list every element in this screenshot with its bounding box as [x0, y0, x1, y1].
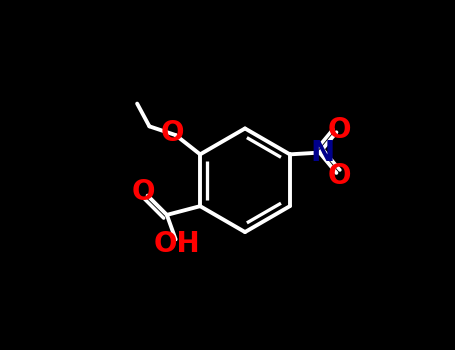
- Text: O: O: [328, 162, 351, 190]
- Text: O: O: [131, 178, 155, 206]
- Text: OH: OH: [154, 230, 201, 258]
- Text: O: O: [161, 119, 185, 147]
- Text: N: N: [310, 139, 334, 167]
- Text: O: O: [328, 116, 351, 144]
